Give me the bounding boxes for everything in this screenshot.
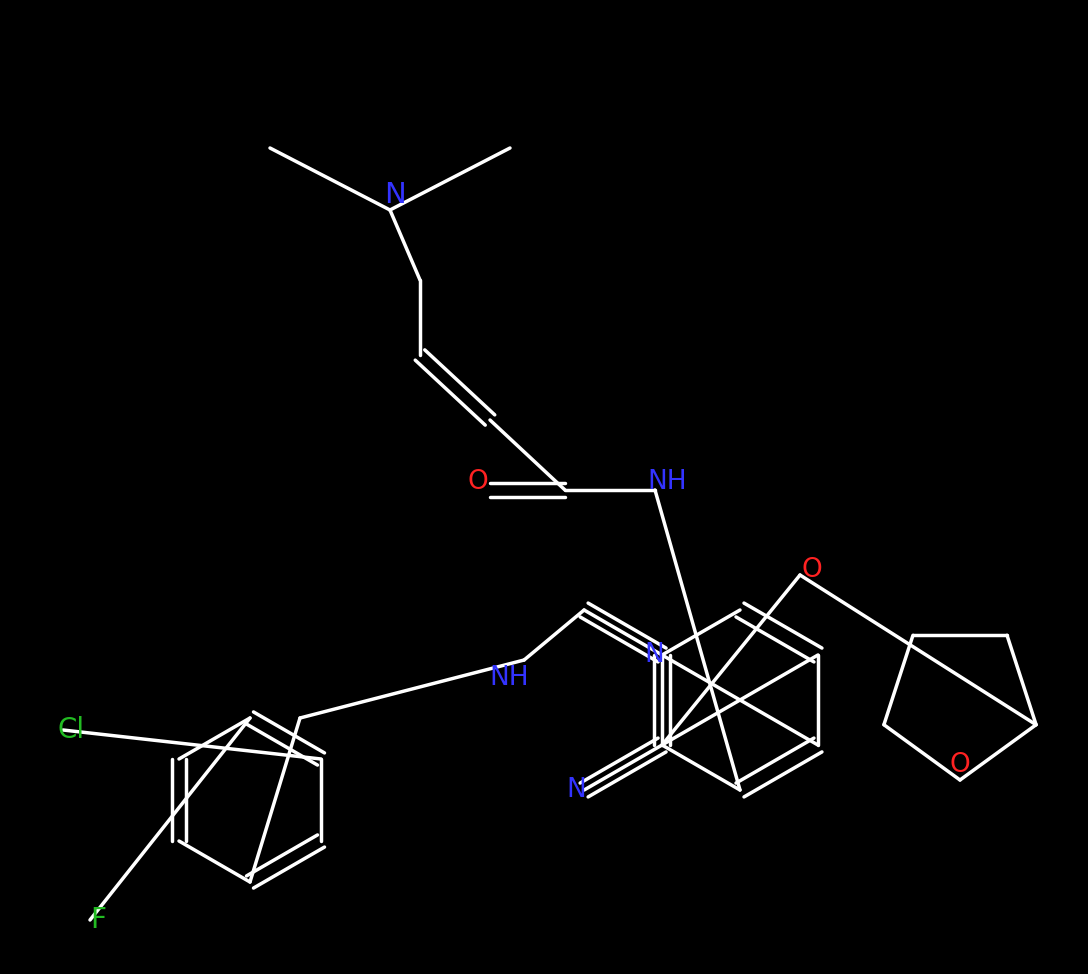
Text: O: O [950,752,970,778]
Text: Cl: Cl [58,716,85,744]
Text: O: O [802,557,823,583]
Text: N: N [384,181,406,209]
Text: N: N [566,777,586,803]
Text: NH: NH [490,665,529,691]
Text: O: O [468,469,489,495]
Text: NH: NH [647,469,687,495]
Text: N: N [644,642,664,668]
Text: F: F [90,906,106,934]
